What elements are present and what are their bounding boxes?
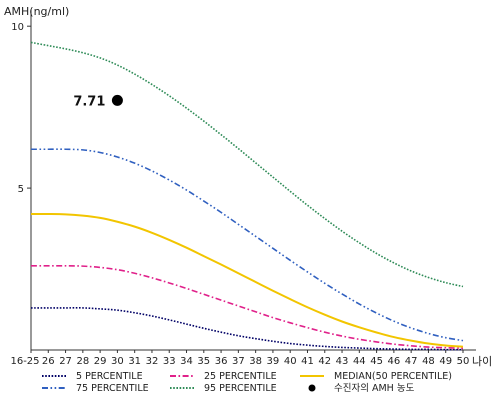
legend-label-95-percentile: 95 PERCENTILE (204, 383, 277, 394)
x-tick-group: 16-25 26 27 28 29 30 31 32 33 34 35 36 37 38 39 40 41 42 4… (10, 350, 469, 367)
x-tick-label: 42 (318, 356, 331, 367)
series-group (30, 41, 464, 351)
y-tick-group: 5 10 (11, 22, 31, 195)
x-tick-label: 38 (249, 356, 262, 367)
x-tick-label: 33 (163, 356, 176, 367)
patient-amh-value-label: 7.71 (73, 94, 105, 109)
x-tick-label: 45 (370, 356, 383, 367)
x-tick-label: 48 (422, 356, 435, 367)
y-tick-label: 5 (18, 184, 24, 195)
x-tick-label: 27 (59, 356, 72, 367)
x-tick-label: 29 (94, 356, 107, 367)
x-tick-label: 49 (439, 356, 452, 367)
x-tick-label: 16-25 (10, 356, 39, 367)
series-line-median-50-percentile (30, 212, 464, 348)
y-tick-label: 10 (11, 22, 24, 33)
x-tick-label: 26 (42, 356, 55, 367)
data-point-group: 7.71 (73, 94, 123, 109)
x-tick-label: 44 (353, 356, 366, 367)
x-tick-label: 31 (128, 356, 141, 367)
x-tick-label: 47 (405, 356, 418, 367)
legend-label-5-percentile: 5 PERCENTILE (76, 371, 143, 382)
x-tick-label: 43 (336, 356, 349, 367)
series-line-5-percentile (31, 307, 464, 351)
x-tick-label: 36 (215, 356, 228, 367)
legend-swatch-patient-point (308, 384, 316, 392)
x-tick-label: 39 (267, 356, 280, 367)
x-tick-label: 37 (232, 356, 245, 367)
x-tick-label: 46 (388, 356, 401, 367)
legend-label-patient-point: 수진자의 AMH 농도 (334, 383, 415, 394)
series-line-95-percentile (30, 41, 464, 288)
legend-label-25-percentile: 25 PERCENTILE (204, 371, 277, 382)
legend-label-75-percentile: 75 PERCENTILE (76, 383, 149, 394)
series-line-75-percentile (30, 148, 464, 342)
x-tick-label: 40 (284, 356, 297, 367)
x-tick-label: 35 (197, 356, 210, 367)
x-tick-label: 30 (111, 356, 124, 367)
patient-amh-point (111, 94, 123, 106)
y-axis-title: AMH(ng/ml) (4, 5, 69, 18)
x-tick-label: 50 (457, 356, 470, 367)
x-tick-label: 34 (180, 356, 193, 367)
legend-label-median-50-percentile: MEDIAN(50 PERCENTILE) (334, 371, 452, 382)
x-tick-label: 28 (76, 356, 89, 367)
legend: 5 PERCENTILE 25 PERCENTILE MEDIAN(50 PERCE… (42, 371, 452, 394)
x-axis-title: 나이 (472, 355, 492, 368)
x-tick-label: 32 (146, 356, 159, 367)
x-tick-label: 41 (301, 356, 314, 367)
